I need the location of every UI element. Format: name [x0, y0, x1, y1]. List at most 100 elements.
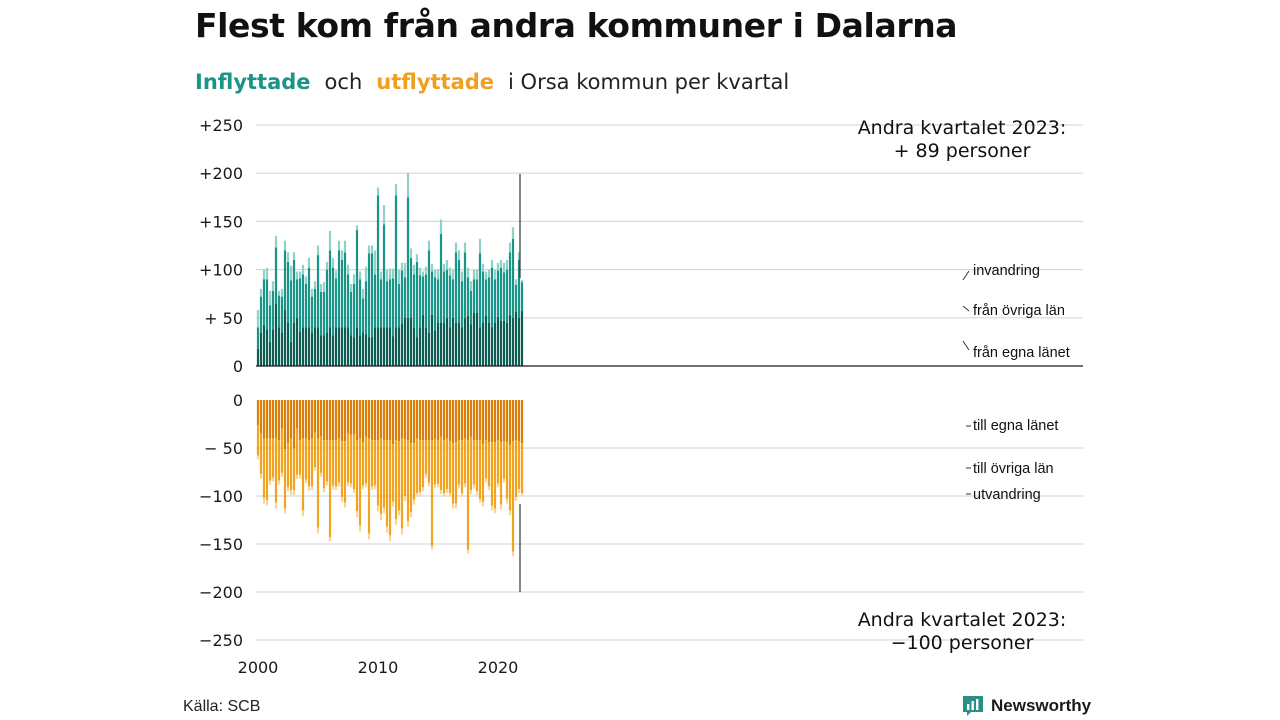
bar-out-own — [481, 400, 485, 445]
bar-in-other — [337, 250, 341, 328]
bar-out-abroad — [271, 477, 275, 482]
bar-in-abroad — [451, 269, 455, 280]
bar-in-abroad — [517, 252, 521, 260]
bar-out-own — [391, 400, 395, 445]
bar-out-other — [502, 441, 506, 479]
bar-out-other — [301, 438, 305, 511]
bar-in-own — [484, 315, 488, 366]
bar-out-abroad — [499, 504, 503, 510]
bar-out-abroad — [310, 486, 314, 491]
bar-out-own — [283, 400, 287, 449]
bar-out-other — [487, 442, 491, 487]
bar-in-abroad — [301, 264, 305, 275]
bar-in-own — [286, 322, 290, 366]
bar-out-other — [340, 441, 344, 497]
bar-in-own — [331, 335, 335, 366]
y-tick-label-bottom: −250 — [199, 631, 243, 650]
bar-out-other — [352, 434, 356, 490]
bar-in-abroad — [436, 269, 440, 280]
bar-out-other — [319, 436, 323, 473]
bar-out-other — [427, 440, 431, 483]
bar-in-abroad — [259, 288, 263, 297]
bar-out-own — [256, 400, 260, 425]
bar-in-other — [292, 259, 296, 323]
bar-out-abroad — [304, 479, 308, 484]
bar-out-own — [259, 400, 263, 434]
bar-out-abroad — [256, 455, 260, 460]
bar-out-other — [508, 445, 512, 511]
bar-in-own — [481, 322, 485, 366]
bar-in-abroad — [406, 173, 410, 198]
bar-out-other — [286, 443, 290, 488]
bar-in-other — [364, 281, 368, 335]
bar-out-own — [472, 400, 476, 441]
bar-out-other — [280, 428, 284, 473]
bar-in-own — [427, 332, 431, 366]
bar-in-abroad — [490, 259, 494, 268]
bar-out-other — [418, 440, 422, 493]
bar-in-own — [268, 341, 272, 366]
bar-out-own — [343, 400, 347, 442]
series-label-leader — [962, 305, 970, 312]
bar-in-abroad — [343, 240, 347, 253]
bar-in-other — [433, 277, 437, 331]
bar-in-other — [481, 271, 485, 323]
bar-out-other — [346, 433, 350, 483]
bar-in-own — [394, 327, 398, 366]
bar-out-own — [262, 400, 266, 439]
y-tick-label-top: +250 — [199, 116, 243, 135]
bar-out-other — [382, 440, 386, 508]
bar-out-other — [409, 443, 413, 513]
bar-in-abroad — [484, 271, 488, 280]
bar-in-own — [433, 330, 437, 366]
bar-out-own — [454, 400, 458, 443]
bar-in-own — [457, 322, 461, 366]
bar-out-abroad — [316, 527, 320, 534]
bar-out-abroad — [400, 528, 404, 535]
bar-out-own — [325, 400, 329, 441]
bar-out-abroad — [517, 489, 521, 494]
inflow-bars — [256, 173, 524, 366]
bar-in-other — [442, 271, 446, 323]
bar-in-other — [496, 270, 500, 317]
bar-out-abroad — [277, 480, 281, 485]
bar-out-own — [388, 400, 392, 441]
bar-in-own — [403, 317, 407, 366]
bar-out-other — [511, 441, 515, 552]
bar-in-other — [445, 269, 449, 318]
bar-out-abroad — [403, 496, 407, 501]
bar-out-abroad — [349, 483, 353, 488]
bar-in-own — [337, 327, 341, 366]
bar-in-own — [508, 314, 512, 366]
bar-in-own — [310, 332, 314, 366]
bar-out-abroad — [511, 551, 515, 557]
bar-in-own — [511, 317, 515, 366]
brand: Newsworthy — [961, 694, 1091, 718]
bar-out-abroad — [334, 486, 338, 491]
bar-out-abroad — [382, 507, 386, 514]
bar-out-other — [304, 438, 308, 480]
bar-out-own — [460, 400, 464, 441]
bar-out-abroad — [391, 501, 395, 507]
bar-in-other — [373, 274, 377, 328]
bar-out-own — [403, 400, 407, 440]
bar-out-abroad — [361, 485, 365, 490]
bar-out-own — [382, 400, 386, 441]
bar-out-other — [265, 438, 269, 500]
bar-out-abroad — [262, 497, 266, 504]
bar-out-own — [301, 400, 305, 439]
bar-in-own — [289, 341, 293, 366]
bar-in-own — [346, 327, 350, 366]
bar-out-other — [445, 438, 449, 490]
bar-out-own — [340, 400, 344, 442]
bar-out-other — [472, 440, 476, 485]
bar-in-own — [382, 327, 386, 366]
bar-out-abroad — [274, 502, 278, 509]
bar-out-other — [442, 440, 446, 494]
bar-out-other — [463, 438, 467, 484]
bar-out-abroad — [358, 525, 362, 532]
bar-in-own — [361, 332, 365, 366]
bar-out-own — [355, 400, 359, 441]
bar-in-own — [325, 332, 329, 366]
bar-in-abroad — [340, 250, 344, 260]
